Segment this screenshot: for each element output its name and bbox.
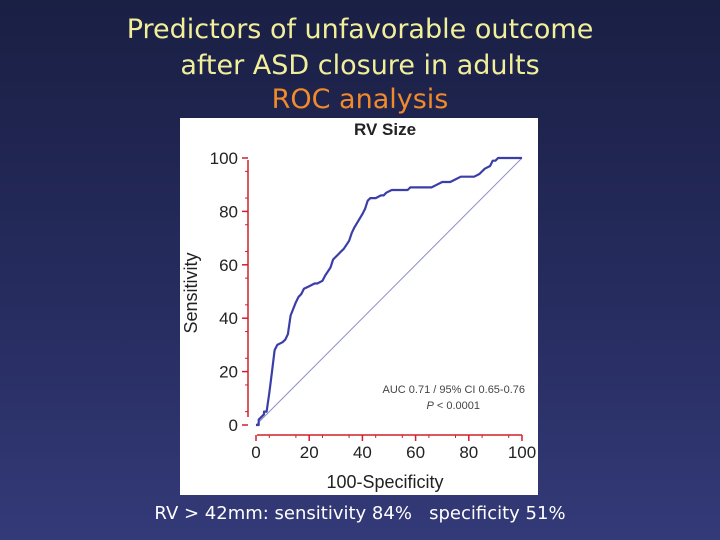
y-tick-label: 60 [219,256,238,275]
slide-title-line-2: after ASD closure in adults [180,50,540,81]
slide-subtitle: ROC analysis [271,84,449,115]
roc-curve [256,156,522,427]
p-value-label: P [426,400,434,412]
y-tick-label: 40 [219,309,238,328]
roc-chart-panel: RV Size 100-Specificity Sensitivity 0 20 4… [180,118,538,495]
slide-title-line-1: Predictors of unfavorable outcome [126,14,594,45]
caption-sensitivity: RV > 42mm: sensitivity 84% [154,503,412,524]
caption: RV > 42mm: sensitivity 84% specificity 5… [0,500,720,528]
y-tick-label: 0 [229,416,238,435]
axis-ticks: 0 20 40 60 80 100 0 20 40 60 80 100 [210,149,537,462]
x-tick-label: 60 [406,443,425,462]
x-tick-label: 0 [251,443,260,462]
x-tick-label: 40 [353,443,372,462]
x-tick-label: 100 [508,443,536,462]
y-tick-label: 20 [219,363,238,382]
reference-diagonal-line [255,157,523,426]
p-value-annotation: P < 0.0001 [426,400,480,412]
chart-title: RV Size [354,120,416,139]
x-axis-label: 100-Specificity [326,472,443,492]
x-tick-label: 20 [300,443,319,462]
p-value-text: < 0.0001 [434,400,480,412]
y-axis-label: Sensitivity [181,252,201,333]
auc-annotation: AUC 0.71 / 95% CI 0.65-0.76 [383,384,525,396]
axes [247,160,522,436]
caption-specificity: specificity 51% [429,503,566,524]
roc-chart: RV Size 100-Specificity Sensitivity 0 20 4… [181,120,537,492]
x-tick-label: 80 [459,443,478,462]
y-tick-label: 100 [210,149,238,168]
y-tick-label: 80 [219,202,238,221]
